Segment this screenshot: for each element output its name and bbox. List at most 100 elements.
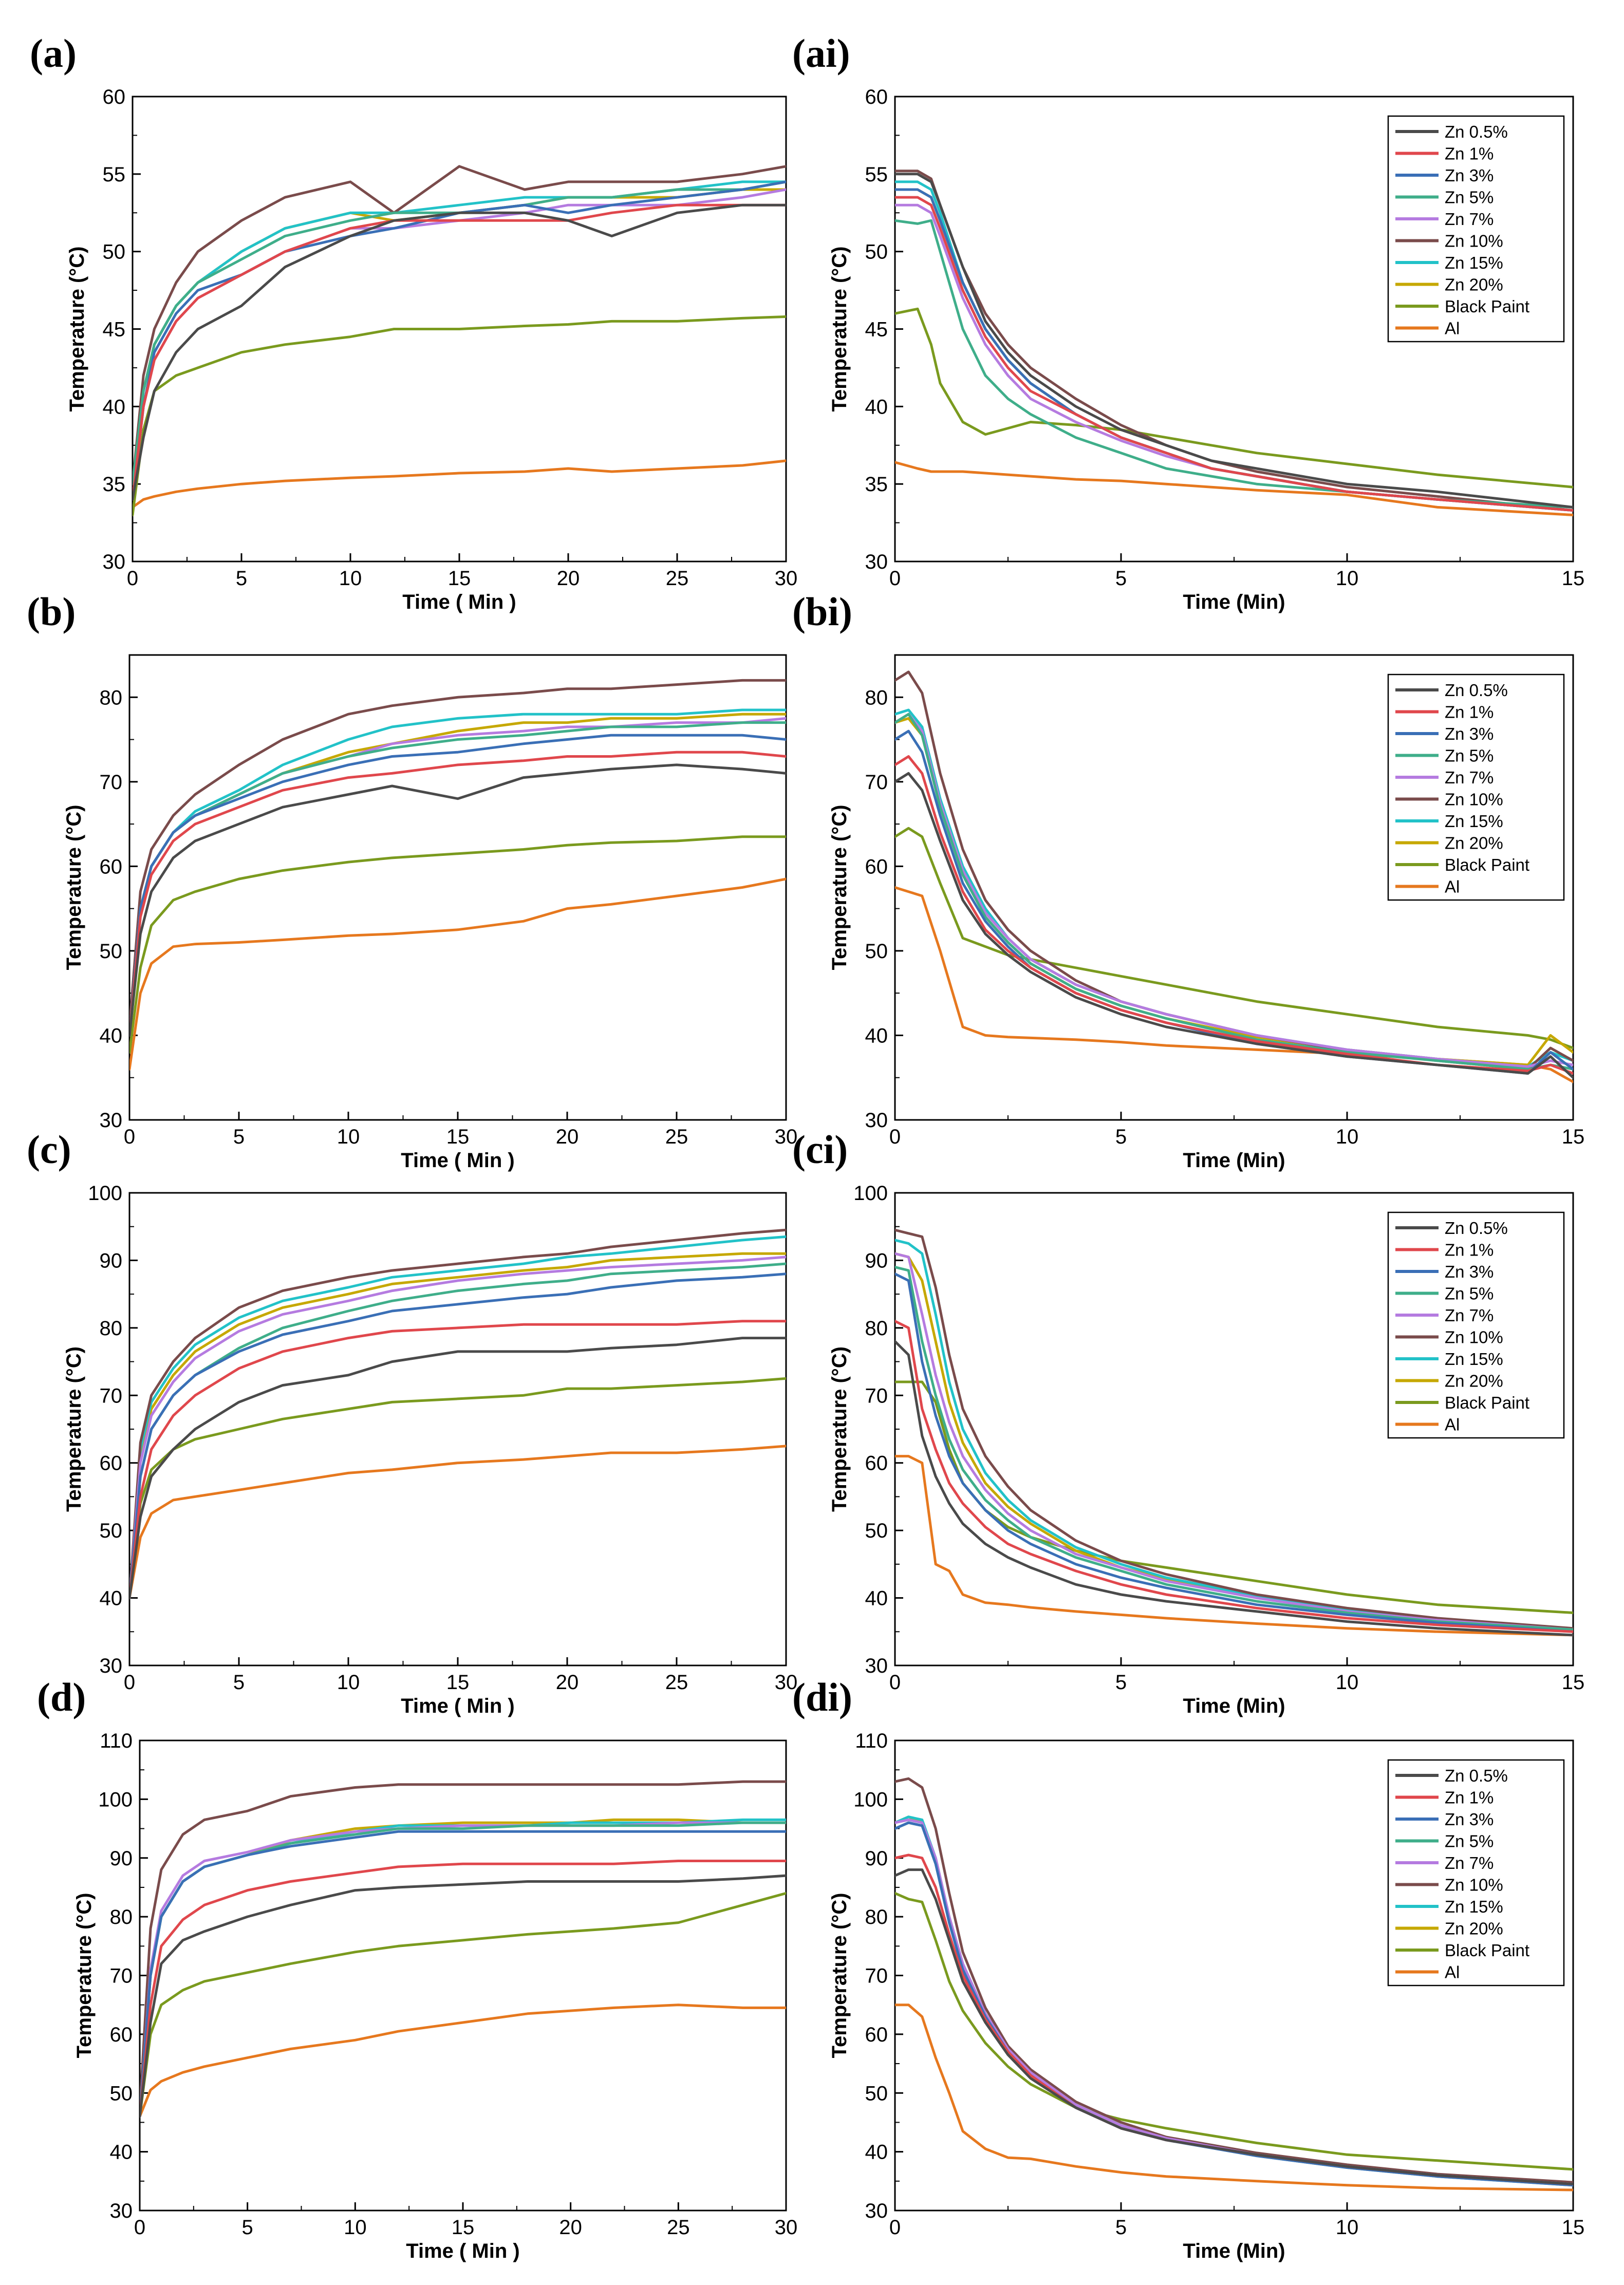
legend-entry: Zn 5%	[1445, 188, 1494, 207]
y-tick-label: 45	[865, 319, 888, 341]
x-axis-title: Time (Min)	[1183, 1695, 1285, 1717]
y-tick-label: 100	[98, 1788, 133, 1811]
panel-label: (a)	[30, 31, 77, 76]
series-line	[895, 307, 1573, 489]
y-tick-label: 70	[865, 1965, 888, 1988]
series-line	[129, 1235, 786, 1600]
x-tick-label: 25	[667, 2216, 690, 2239]
legend-entry: Black Paint	[1445, 297, 1529, 316]
x-tick-label: 15	[1562, 1671, 1585, 1694]
series-line	[129, 1377, 786, 1600]
y-tick-label: 35	[103, 473, 126, 496]
y-tick-label: 40	[865, 2141, 888, 2164]
x-tick-label: 10	[337, 1126, 360, 1148]
y-axis-title: Temperature (°C)	[828, 1893, 851, 2058]
y-axis-title: Temperature (°C)	[828, 805, 851, 970]
legend-entry: Black Paint	[1445, 1393, 1529, 1412]
y-tick-label: 80	[865, 1906, 888, 1928]
legend: Zn 0.5% Zn 1% Zn 3% Zn 5% Zn 7% Zn 10% Zn 15% Z…	[1387, 1211, 1565, 1439]
series-line	[895, 219, 1573, 509]
y-tick-label: 60	[103, 86, 126, 108]
x-axis-title: Time (Min)	[1183, 2240, 1285, 2262]
chart-panel-b: (b) 30 40 50 60 70 80 0 5 10 15 20 25 30 Time ( Min ) T…	[27, 589, 797, 1172]
legend-entry: Zn 0.5%	[1445, 1219, 1508, 1238]
legend-entry: Zn 20%	[1445, 1919, 1503, 1938]
x-tick-label: 5	[1115, 567, 1127, 590]
legend-entry: Zn 0.5%	[1445, 122, 1508, 141]
legend-entry: Zn 15%	[1445, 1897, 1503, 1916]
y-tick-label: 70	[865, 771, 888, 794]
x-tick-label: 30	[775, 567, 798, 590]
series-line	[129, 1320, 786, 1600]
legend-entry: Zn 15%	[1445, 812, 1503, 831]
legend-entry: Zn 5%	[1445, 746, 1494, 765]
y-tick-label: 90	[865, 1249, 888, 1272]
y-tick-label: 40	[110, 2141, 133, 2164]
series-line	[895, 1252, 1573, 1631]
series-line	[140, 1821, 786, 2118]
legend-entry: Al	[1445, 1963, 1460, 1982]
y-tick-label: 40	[865, 396, 888, 418]
series-line	[133, 180, 786, 501]
y-tick-label: 55	[103, 163, 126, 186]
legend-entry: Zn 5%	[1445, 1832, 1494, 1851]
legend-entry: Zn 3%	[1445, 1262, 1494, 1281]
x-tick-label: 10	[339, 567, 362, 590]
y-tick-label: 50	[100, 1520, 123, 1542]
chart-panel-ai: (ai) 30 35 40 45 50 55 60 0 5 10 15 Time (Min) Temper…	[792, 31, 1584, 613]
y-tick-label: 50	[100, 940, 123, 963]
legend-entry: Zn 15%	[1445, 253, 1503, 272]
panel-label: (ci)	[792, 1127, 848, 1172]
x-axis-title: Time ( Min )	[401, 1149, 514, 1172]
x-axis-title: Time ( Min )	[402, 591, 516, 613]
y-tick-label: 55	[865, 163, 888, 186]
x-tick-label: 30	[775, 1671, 798, 1694]
legend-entry: Zn 0.5%	[1445, 681, 1508, 700]
series-line	[895, 772, 1573, 1079]
legend: Zn 0.5% Zn 1% Zn 3% Zn 5% Zn 7% Zn 10% Zn 15% Z…	[1387, 673, 1565, 901]
x-tick-label: 20	[559, 2216, 582, 2239]
y-tick-label: 80	[110, 1906, 133, 1928]
legend-entry: Zn 10%	[1445, 1876, 1503, 1895]
y-tick-label: 60	[100, 855, 123, 878]
series-line	[129, 1445, 786, 1600]
series-line	[140, 1874, 786, 2118]
y-tick-label: 80	[865, 686, 888, 709]
series-line	[140, 2003, 786, 2118]
chart-panel-bi: (bi) 30 40 50 60 70 80 0 5 10 15 Time (Min) Temperat…	[792, 589, 1584, 1172]
y-tick-label: 70	[865, 1384, 888, 1407]
series-line	[133, 203, 786, 501]
x-tick-label: 25	[665, 1671, 688, 1694]
series-line	[895, 2003, 1573, 2192]
x-tick-label: 25	[666, 567, 689, 590]
y-axis-title: Temperature (°C)	[828, 247, 851, 412]
x-tick-label: 30	[775, 2216, 798, 2239]
series-line	[129, 835, 786, 1054]
legend-entry: Zn 3%	[1445, 166, 1494, 185]
legend-entry: Zn 1%	[1445, 1241, 1494, 1260]
legend-entry: Zn 20%	[1445, 834, 1503, 853]
x-tick-label: 15	[446, 1671, 470, 1694]
y-tick-label: 110	[100, 1730, 133, 1752]
panel-label: (b)	[27, 589, 76, 634]
series-line	[133, 188, 786, 501]
y-tick-label: 50	[865, 940, 888, 963]
series-line	[140, 1830, 786, 2118]
legend-entry: Zn 1%	[1445, 1788, 1494, 1807]
x-tick-label: 5	[233, 1671, 245, 1694]
panel-label: (c)	[27, 1127, 71, 1172]
y-axis-title: Temperature (°C)	[66, 247, 88, 412]
series-line	[895, 1868, 1573, 2185]
x-tick-label: 5	[1115, 1671, 1127, 1694]
series-line	[129, 721, 786, 1037]
series-line	[129, 1272, 786, 1600]
x-tick-label: 5	[233, 1126, 245, 1148]
series-line	[895, 827, 1573, 1050]
legend: Zn 0.5% Zn 1% Zn 3% Zn 5% Zn 7% Zn 10% Zn 15% Z…	[1387, 1759, 1565, 1987]
series-line	[129, 1252, 786, 1600]
series-line	[895, 1272, 1573, 1633]
series-line	[140, 1891, 786, 2118]
series-line	[895, 1340, 1573, 1637]
y-axis-title: Temperature (°C)	[63, 805, 85, 970]
